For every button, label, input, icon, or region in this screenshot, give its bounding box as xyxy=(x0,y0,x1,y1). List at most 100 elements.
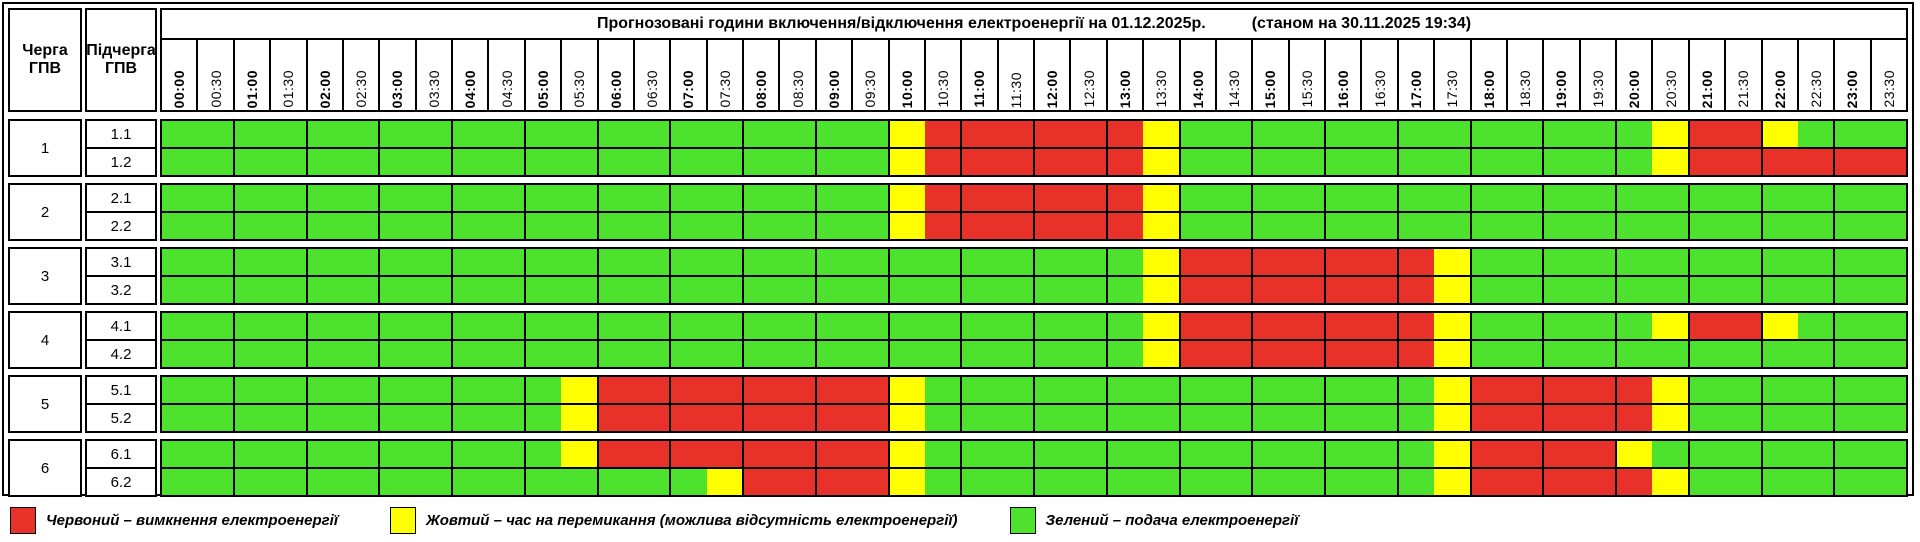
slot-cell xyxy=(1361,405,1397,431)
time-header-cell-14:00: 14:00 xyxy=(1181,40,1217,110)
slot-cell xyxy=(744,469,780,495)
slot-cell xyxy=(415,213,451,239)
slot-cell xyxy=(1035,277,1071,303)
slot-cell xyxy=(525,277,562,303)
hour-cell xyxy=(816,121,890,147)
slot-cell xyxy=(1506,149,1543,175)
time-label: 07:30 xyxy=(716,70,733,108)
slot-cell xyxy=(1143,313,1179,339)
hour-cell xyxy=(380,277,453,303)
slot-cell xyxy=(1762,469,1798,495)
slot-cell xyxy=(1652,249,1688,275)
slot-cell xyxy=(962,405,998,431)
slot-cell xyxy=(1797,185,1834,211)
slot-cell xyxy=(1689,185,1726,211)
slot-cell xyxy=(1471,249,1507,275)
slot-cell xyxy=(525,121,562,147)
hour-cell xyxy=(453,341,526,367)
hour-cell xyxy=(744,377,817,403)
slot-cell xyxy=(1070,341,1106,367)
slot-cell xyxy=(889,441,925,467)
slot-cell xyxy=(1326,185,1362,211)
queue-number: 2 xyxy=(8,183,82,241)
slot-cell xyxy=(1035,121,1071,147)
time-label: 11:30 xyxy=(1007,71,1024,109)
slot-cell xyxy=(1361,341,1397,367)
slot-cell xyxy=(1870,185,1906,211)
slot-cell xyxy=(1398,149,1435,175)
queue-number: 3 xyxy=(8,247,82,305)
slot-cell xyxy=(1398,441,1435,467)
hour-cell xyxy=(1326,121,1399,147)
slot-cell xyxy=(706,277,742,303)
time-label: 16:00 xyxy=(1335,69,1352,108)
slot-cell xyxy=(1361,469,1397,495)
slot-cell xyxy=(779,469,815,495)
slot-cell xyxy=(1398,341,1435,367)
slot-cell xyxy=(1652,469,1688,495)
slot-cell xyxy=(1617,121,1653,147)
hour-cell xyxy=(162,405,235,431)
time-label: 21:00 xyxy=(1698,69,1715,108)
slot-cell xyxy=(270,469,306,495)
slot-cell xyxy=(197,185,233,211)
time-header-cell-21:30: 21:30 xyxy=(1726,40,1763,110)
slot-cell xyxy=(415,469,451,495)
hour-cell xyxy=(1617,377,1690,403)
hour-cell xyxy=(962,341,1035,367)
slot-cell xyxy=(633,469,670,495)
slot-cell xyxy=(525,377,562,403)
slot-cell xyxy=(1725,405,1761,431)
hour-cell xyxy=(234,149,308,175)
hour-cell xyxy=(1035,469,1108,495)
slot-cell xyxy=(561,313,597,339)
slot-cell xyxy=(779,441,815,467)
slot-cell xyxy=(1725,377,1761,403)
slot-cell xyxy=(342,341,379,367)
slot-cell xyxy=(1180,149,1216,175)
hour-cell xyxy=(1180,213,1254,239)
hour-cell xyxy=(671,277,744,303)
hour-cell xyxy=(1471,313,1545,339)
hour-cell xyxy=(1544,121,1617,147)
time-label: 04:00 xyxy=(462,69,479,108)
hour-cell xyxy=(671,121,744,147)
slot-cell xyxy=(1835,121,1871,147)
hour-cell xyxy=(962,277,1035,303)
slot-cell xyxy=(525,213,562,239)
hour-cell xyxy=(671,213,744,239)
slot-cell xyxy=(633,121,670,147)
slot-cell xyxy=(1652,377,1688,403)
hour-cell xyxy=(1253,249,1326,275)
slot-cell xyxy=(1361,121,1397,147)
time-label: 03:30 xyxy=(425,70,442,108)
slot-cell xyxy=(671,213,707,239)
time-header-cell-23:00: 23:00 xyxy=(1835,40,1872,110)
slot-cell xyxy=(744,377,780,403)
slot-cell xyxy=(1617,313,1653,339)
hour-cell xyxy=(962,469,1035,495)
slot-cell xyxy=(561,341,597,367)
hour-cell xyxy=(234,469,308,495)
slot-cell xyxy=(1471,441,1507,467)
time-header-cell-06:30: 06:30 xyxy=(635,40,672,110)
slot-cell xyxy=(380,121,416,147)
hour-cell xyxy=(1180,277,1254,303)
slot-cell xyxy=(633,249,670,275)
hour-cell xyxy=(525,405,599,431)
slot-cell xyxy=(633,405,670,431)
slot-cell xyxy=(1762,213,1798,239)
hour-cell xyxy=(1180,149,1254,175)
hour-cell xyxy=(1326,213,1399,239)
slot-cell xyxy=(924,277,961,303)
slot-cell xyxy=(380,249,416,275)
slot-cell xyxy=(852,441,888,467)
hour-cell xyxy=(1035,121,1108,147)
slot-cell xyxy=(1107,405,1144,431)
subqueue-column: 2.1 2.2 xyxy=(85,183,157,241)
slot-cell xyxy=(1180,469,1216,495)
slot-cell xyxy=(1107,249,1144,275)
hour-cell xyxy=(1253,213,1326,239)
hour-cell xyxy=(453,149,526,175)
slot-cell xyxy=(162,341,198,367)
